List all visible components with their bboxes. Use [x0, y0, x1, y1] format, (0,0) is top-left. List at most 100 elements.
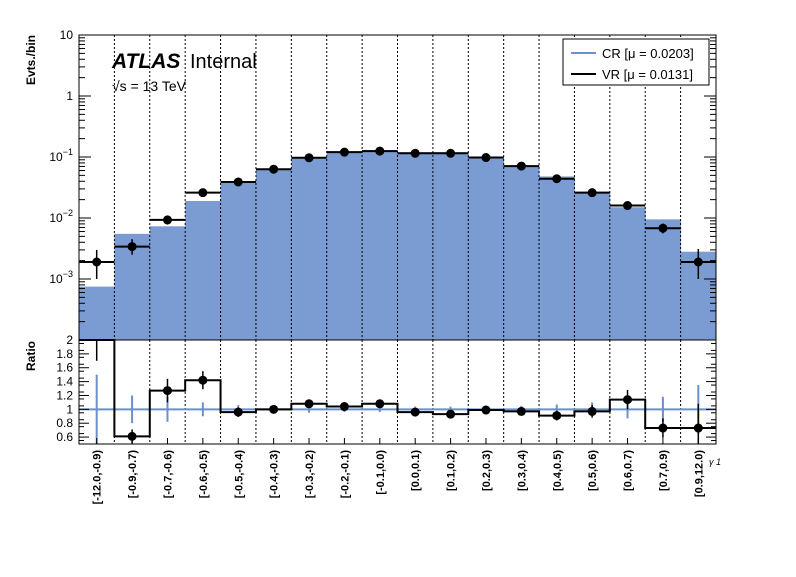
- ratio-y-tick-label: 0.6: [56, 430, 73, 444]
- x-tick-label: [-0.7,-0.6): [162, 450, 174, 499]
- vr-point: [552, 174, 562, 184]
- cr-bar: [574, 191, 611, 340]
- cr-bar: [220, 181, 257, 340]
- x-axis-title: γ 1: [709, 457, 721, 467]
- vr-point: [269, 164, 279, 174]
- ratio-y-tick-label: 1.6: [56, 361, 73, 375]
- tick-label-exponent: −2: [63, 208, 73, 218]
- vr-point: [446, 148, 456, 158]
- tick-label-base: 1: [66, 89, 73, 103]
- ratio-y-tick-label: 1.2: [56, 388, 73, 402]
- ratio-point: [446, 409, 456, 419]
- vr-point: [587, 188, 597, 198]
- tick-label-base: 10: [49, 211, 63, 225]
- x-tick-label: [0.9,12.0): [693, 450, 705, 497]
- x-tick-label: [0.4,0.5): [552, 450, 564, 491]
- cr-bar: [79, 286, 115, 340]
- vr-point: [304, 153, 314, 163]
- ratio-point: [410, 407, 420, 417]
- x-tick-label: [-0.1,0.0): [375, 450, 387, 495]
- tick-label-base: 10: [60, 28, 74, 42]
- tick-label-base: 10: [49, 150, 63, 164]
- vr-point: [375, 146, 385, 156]
- main-y-axis-title: Evts./bin: [24, 35, 38, 85]
- tick-label-base: 10: [49, 272, 63, 286]
- legend-cr-label: CR [μ = 0.0203]: [602, 46, 694, 61]
- x-tick-label: [-0.9,-0.7): [127, 450, 139, 499]
- ratio-point: [693, 423, 703, 433]
- ratio-step-line: [79, 339, 716, 438]
- vr-point: [516, 161, 526, 171]
- vr-point: [198, 188, 208, 198]
- x-tick-label: [-0.2,-0.1): [339, 450, 351, 499]
- ratio-y-tick-label: 1.4: [56, 375, 73, 389]
- x-tick-label: [0.5,0.6): [587, 450, 599, 491]
- ratio-point: [304, 399, 314, 409]
- ratio-y-tick-label: 0.8: [56, 416, 73, 430]
- cr-bar: [539, 176, 575, 340]
- ratio-y-axis-title: Ratio: [24, 341, 38, 371]
- tick-label-exponent: −3: [63, 269, 73, 279]
- cr-bar: [149, 226, 186, 340]
- tick-label-exponent: −1: [63, 147, 73, 157]
- ratio-point: [269, 404, 279, 414]
- ratio-point: [516, 406, 526, 416]
- x-tick-label: [-12.0,-0.9): [92, 450, 104, 505]
- cr-bar: [185, 200, 221, 340]
- cr-bar: [255, 169, 292, 340]
- ratio-y-tick-label: 1: [66, 402, 73, 416]
- x-tick-label: [0.0,0.1): [410, 450, 422, 491]
- main-y-tick-label: 10−3: [49, 269, 73, 286]
- energy-sqrt-s: √s: [112, 78, 127, 94]
- atlas-text: ATLAS: [111, 50, 180, 73]
- main-y-tick-label: 10−1: [49, 147, 73, 164]
- main-y-tick-label: 10: [60, 28, 74, 42]
- legend-box: [562, 38, 710, 86]
- ratio-point: [233, 407, 243, 417]
- x-tick-label: [-0.5,-0.4): [233, 450, 245, 499]
- cr-bar: [291, 158, 328, 340]
- x-tick-label: [0.6,0.7): [623, 450, 635, 491]
- legend-vr-label: VR [μ = 0.0131]: [602, 67, 693, 82]
- vr-point: [410, 148, 420, 158]
- cr-bar: [362, 150, 398, 340]
- cr-bar: [645, 219, 682, 340]
- cr-bar: [326, 152, 363, 340]
- ratio-panel: 0.60.811.21.41.61.82 [-12.0,-0.9) [-0.9,-0…: [56, 333, 717, 505]
- vr-point: [233, 177, 243, 187]
- energy-label: √s = 13 TeV: [112, 78, 187, 94]
- ratio-y-tick-label: 2: [66, 333, 73, 347]
- legend: CR [μ = 0.0203] VR [μ = 0.0131]: [562, 38, 710, 86]
- cr-bar: [432, 152, 469, 340]
- ratio-point: [481, 405, 491, 415]
- x-tick-label: [0.1,0.2): [446, 450, 458, 491]
- cr-bar: [397, 152, 434, 340]
- vr-point: [162, 215, 172, 225]
- ratio-point: [375, 399, 385, 409]
- ratio-point: [623, 395, 633, 405]
- ratio-point: [552, 411, 562, 421]
- vr-point: [693, 257, 703, 267]
- ratio-point: [127, 431, 137, 441]
- ratio-point: [339, 402, 349, 412]
- cr-bar: [468, 157, 505, 340]
- ratio-point: [198, 375, 208, 385]
- vr-point: [339, 147, 349, 157]
- vr-point: [658, 223, 668, 233]
- internal-text: Internal: [190, 51, 257, 73]
- vr-point: [127, 242, 137, 252]
- vr-point: [481, 153, 491, 163]
- vr-point: [92, 257, 102, 267]
- main-y-tick-label: 1: [66, 89, 73, 103]
- x-tick-label: [-0.3,-0.2): [304, 450, 316, 499]
- x-tick-label: [0.7,0.9): [658, 450, 670, 491]
- cr-bar: [609, 207, 646, 340]
- ratio-point: [587, 406, 597, 416]
- x-tick-label: [0.3,0.4): [516, 450, 528, 491]
- atlas-label: ATLAS Internal √s = 13 TeV: [111, 50, 257, 94]
- vr-point: [623, 201, 633, 211]
- x-tick-label: [0.2,0.3): [481, 450, 493, 491]
- ratio-point: [658, 423, 668, 433]
